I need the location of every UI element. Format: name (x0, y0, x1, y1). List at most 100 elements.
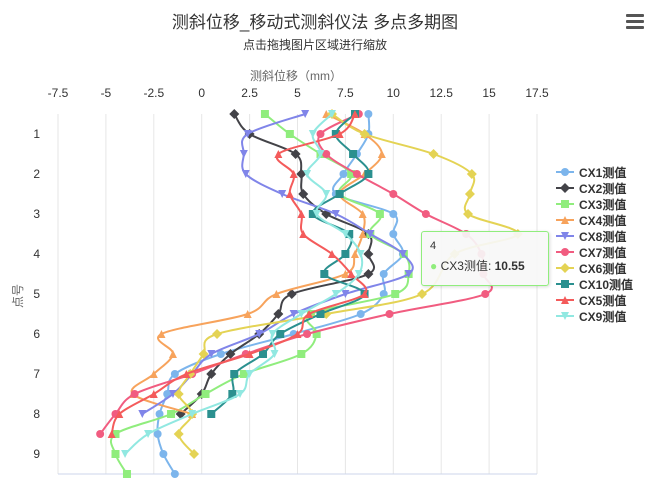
data-point[interactable] (290, 149, 301, 159)
data-point[interactable] (389, 230, 398, 238)
data-point[interactable] (278, 190, 287, 198)
data-point[interactable] (228, 390, 237, 398)
data-point[interactable] (312, 210, 321, 218)
data-point[interactable] (352, 170, 361, 178)
legend-item[interactable]: CX8测值 (556, 228, 633, 244)
data-point[interactable] (303, 170, 312, 178)
data-point[interactable] (239, 370, 248, 378)
data-point[interactable] (341, 250, 350, 258)
data-point[interactable] (207, 410, 216, 418)
data-point[interactable] (303, 330, 312, 338)
data-point[interactable] (168, 350, 177, 358)
data-point[interactable] (331, 290, 340, 298)
data-point[interactable] (327, 110, 336, 118)
series-1[interactable] (153, 110, 407, 478)
data-point[interactable] (417, 289, 428, 299)
data-point[interactable] (243, 310, 252, 318)
data-point[interactable] (363, 269, 374, 279)
data-point[interactable] (96, 430, 105, 438)
data-point[interactable] (331, 210, 340, 218)
data-point[interactable] (289, 170, 298, 178)
series-8[interactable] (207, 110, 373, 418)
data-point[interactable] (322, 110, 331, 118)
data-point[interactable] (299, 230, 308, 238)
data-point[interactable] (304, 310, 313, 318)
series-10[interactable] (121, 110, 365, 458)
data-point[interactable] (327, 250, 336, 258)
data-point[interactable] (301, 110, 310, 118)
data-point[interactable] (201, 390, 210, 398)
data-point[interactable] (149, 370, 158, 378)
data-point[interactable] (107, 430, 116, 438)
data-point[interactable] (270, 350, 279, 358)
data-point[interactable] (481, 290, 490, 298)
data-point[interactable] (167, 410, 176, 418)
legend-item[interactable]: CX4测值 (556, 212, 633, 228)
data-point[interactable] (173, 389, 184, 399)
legend-item[interactable]: CX7测值 (556, 244, 633, 260)
data-point[interactable] (389, 190, 398, 198)
data-point[interactable] (360, 290, 369, 298)
data-point[interactable] (363, 249, 374, 259)
data-point[interactable] (428, 149, 439, 159)
data-point[interactable] (225, 349, 236, 359)
data-point[interactable] (149, 390, 158, 398)
data-point[interactable] (173, 429, 184, 439)
data-point[interactable] (335, 190, 344, 198)
data-point[interactable] (398, 250, 407, 258)
data-point[interactable] (358, 230, 367, 238)
data-point[interactable] (391, 290, 400, 298)
data-point[interactable] (207, 350, 216, 358)
data-point[interactable] (115, 410, 124, 418)
data-point[interactable] (285, 190, 294, 198)
data-point[interactable] (347, 170, 356, 178)
data-point[interactable] (188, 410, 197, 418)
data-point[interactable] (168, 390, 177, 398)
data-point[interactable] (354, 270, 363, 278)
data-point[interactable] (316, 130, 325, 138)
data-point[interactable] (345, 230, 354, 238)
data-point[interactable] (259, 350, 268, 358)
data-point[interactable] (466, 169, 477, 179)
data-point[interactable] (366, 230, 375, 238)
data-point[interactable] (322, 150, 331, 158)
data-point[interactable] (111, 430, 120, 438)
data-point[interactable] (350, 110, 359, 118)
legend-item[interactable]: CX3测值 (556, 196, 633, 212)
series-line[interactable] (210, 113, 370, 415)
data-point[interactable] (375, 210, 384, 218)
series-2[interactable] (175, 109, 376, 419)
data-point[interactable] (385, 310, 394, 318)
series-line[interactable] (130, 113, 383, 415)
data-point[interactable] (316, 310, 325, 318)
data-point[interactable] (236, 390, 245, 398)
data-point[interactable] (239, 150, 248, 158)
legend-item[interactable]: CX2测值 (556, 180, 633, 196)
data-point[interactable] (331, 130, 340, 138)
data-point[interactable] (245, 350, 254, 358)
data-point[interactable] (320, 270, 329, 278)
data-point[interactable] (356, 250, 365, 258)
data-point[interactable] (121, 450, 130, 458)
legend-item[interactable]: CX1测值 (556, 164, 633, 180)
data-point[interactable] (350, 250, 359, 258)
legend-item[interactable]: CX5测值 (556, 292, 633, 308)
data-point[interactable] (170, 370, 179, 378)
data-point[interactable] (155, 410, 164, 418)
data-point[interactable] (153, 430, 162, 438)
series-4[interactable] (128, 110, 386, 418)
data-point[interactable] (379, 270, 388, 278)
data-point[interactable] (212, 329, 223, 339)
data-point[interactable] (272, 290, 281, 298)
data-point[interactable] (339, 170, 348, 178)
data-point[interactable] (157, 330, 166, 338)
data-point[interactable] (243, 130, 252, 138)
data-point[interactable] (206, 369, 217, 379)
data-point[interactable] (322, 190, 331, 198)
data-point[interactable] (268, 330, 277, 338)
data-point[interactable] (289, 310, 298, 318)
data-point[interactable] (358, 210, 367, 218)
data-point[interactable] (229, 109, 240, 119)
data-point[interactable] (404, 270, 413, 278)
data-point[interactable] (260, 110, 269, 118)
